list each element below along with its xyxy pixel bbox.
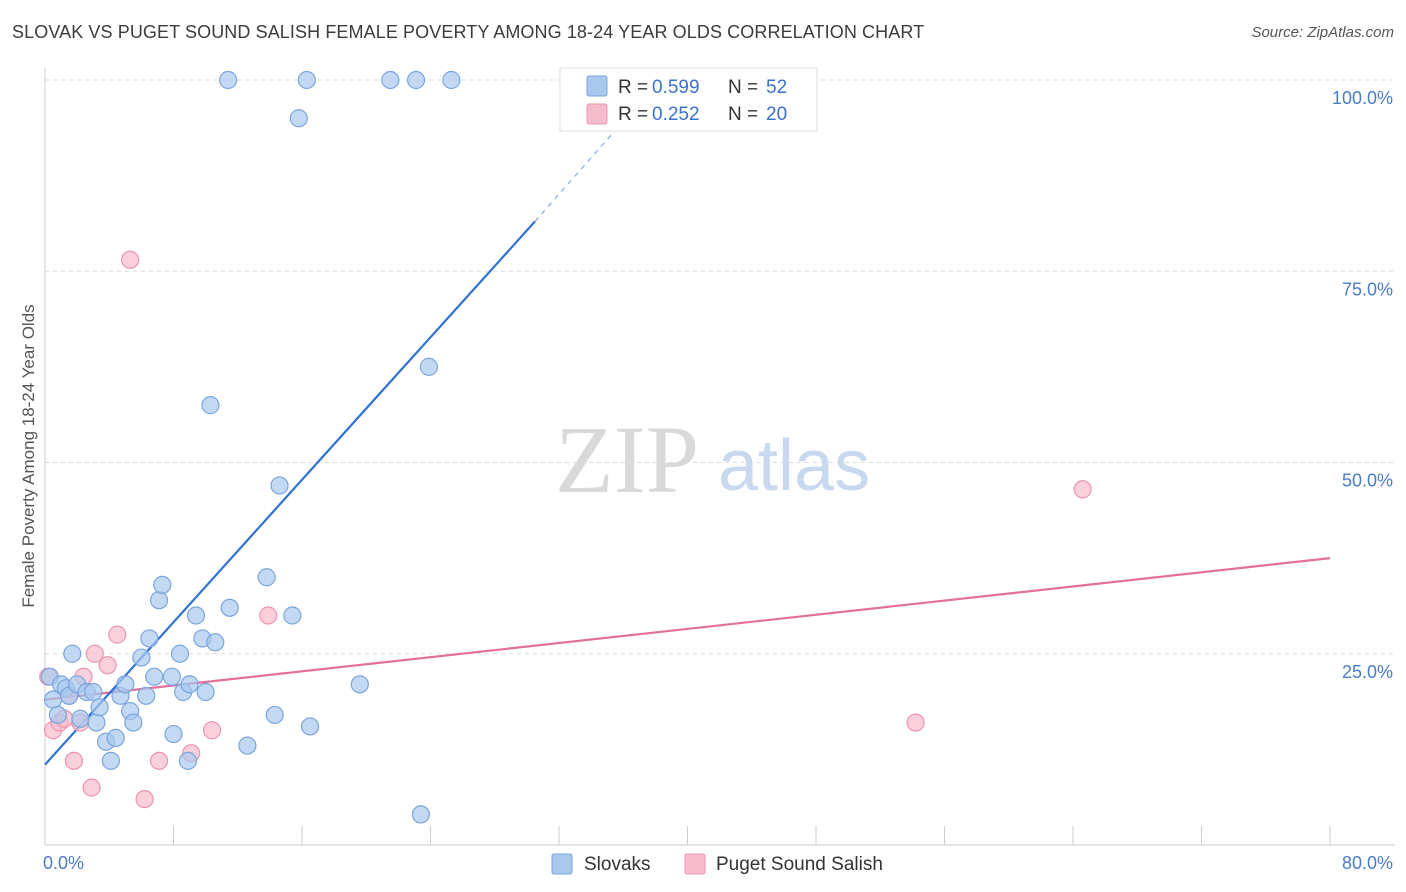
correlation-legend: R = 0.599 N = 52 R = 0.252 N = 20 [559,67,818,132]
salish-point [64,751,84,770]
slovak-trend-line [44,220,536,766]
slovak-point [164,724,183,744]
gridlines [45,79,1395,655]
salish-points [39,250,1092,809]
slovak-point [442,70,461,90]
slovak-point [170,644,190,663]
y-tick-label: 50.0% [1342,471,1393,491]
slovak-point [350,675,369,694]
slovak-point [124,713,143,732]
legend-r-label-salish: R = [618,104,648,125]
legend-n-value-slovak: 52 [766,77,787,98]
slovak-point [297,70,316,90]
slovak-point [270,476,289,495]
salish-point [85,644,104,663]
slovak-point [289,109,308,128]
y-tick-label: 25.0% [1342,662,1393,682]
legend-r-value-salish: 0.252 [652,104,700,125]
slovak-point [381,70,400,90]
salish-point [121,250,140,269]
salish-trend-line [44,557,1331,701]
slovak-point [180,675,199,694]
slovak-point [101,751,120,770]
salish-point [108,625,127,644]
salish-point [1073,480,1092,499]
slovak-point [84,682,103,702]
source-label: Source: ZipAtlas.com [1251,24,1394,41]
bottom-legend-salish: Puget Sound Salish [716,854,883,875]
y-axis-label: Female Poverty Among 18-24 Year Olds [19,304,38,607]
slovak-point [140,629,159,648]
slovak-point [106,728,125,748]
slovak-point [137,686,156,705]
slovak-point [48,705,67,725]
legend-r-value-slovak: 0.599 [652,77,700,98]
slovak-point [63,644,82,663]
slovak-point [71,709,90,728]
bottom-legend-slovak: Slovaks [584,854,651,875]
slovak-point [419,357,438,376]
y-tick-label: 75.0% [1342,279,1393,299]
slovak-point [145,667,164,686]
slovak-point [238,736,257,755]
x-tick-label-min: 0.0% [43,853,84,873]
series-legend: Slovaks Puget Sound Salish [551,853,883,875]
slovak-point [220,598,239,617]
watermark-atlas: atlas [718,426,870,506]
x-tick-label-max: 80.0% [1342,853,1393,873]
watermark-zip: ZIP [555,406,699,513]
salish-point [202,721,222,740]
slovak-point [149,591,169,610]
salish-point [906,713,925,732]
salish-point [98,656,117,675]
legend-swatch-slovak [586,75,608,97]
slovak-point [411,805,430,824]
salish-point [135,789,154,809]
slovak-point [406,70,426,90]
slovak-point [87,713,106,732]
slovak-point [196,682,215,702]
bottom-legend-swatch-slovak [551,853,573,875]
slovak-points [40,70,461,824]
salish-point [149,751,169,770]
legend-n-label-salish: N = [728,104,758,125]
slovak-point [132,648,151,667]
legend-swatch-salish [586,103,608,125]
slovak-point [257,568,276,587]
slovak-point [90,698,109,717]
y-axis-label-group: Female Poverty Among 18-24 Year Olds [19,304,38,607]
axes [44,68,1395,846]
salish-point [82,778,101,797]
slovak-point [206,633,225,652]
x-tick-labels: 0.0% 80.0% [43,853,1393,873]
bottom-legend-swatch-salish [684,853,706,875]
chart-title: SLOVAK VS PUGET SOUND SALISH FEMALE POVE… [12,22,925,42]
legend-r-label-slovak: R = [618,77,648,98]
slovak-point [265,705,284,725]
salish-point [259,606,278,625]
slovak-point [178,751,198,770]
slovak-point [283,606,302,625]
slovak-point [162,667,181,686]
slovak-point [201,396,220,415]
slovak-point [186,606,206,625]
legend-n-value-salish: 20 [766,104,787,125]
watermark: ZIP atlas [555,406,870,513]
slovak-point [219,70,238,90]
slovak-point [300,717,320,736]
legend-n-label-slovak: N = [728,77,758,98]
y-tick-labels: 25.0% 50.0% 75.0% 100.0% [1332,88,1393,682]
slovak-point [116,675,135,694]
y-tick-label: 100.0% [1332,88,1393,108]
slovak-point [153,575,172,595]
